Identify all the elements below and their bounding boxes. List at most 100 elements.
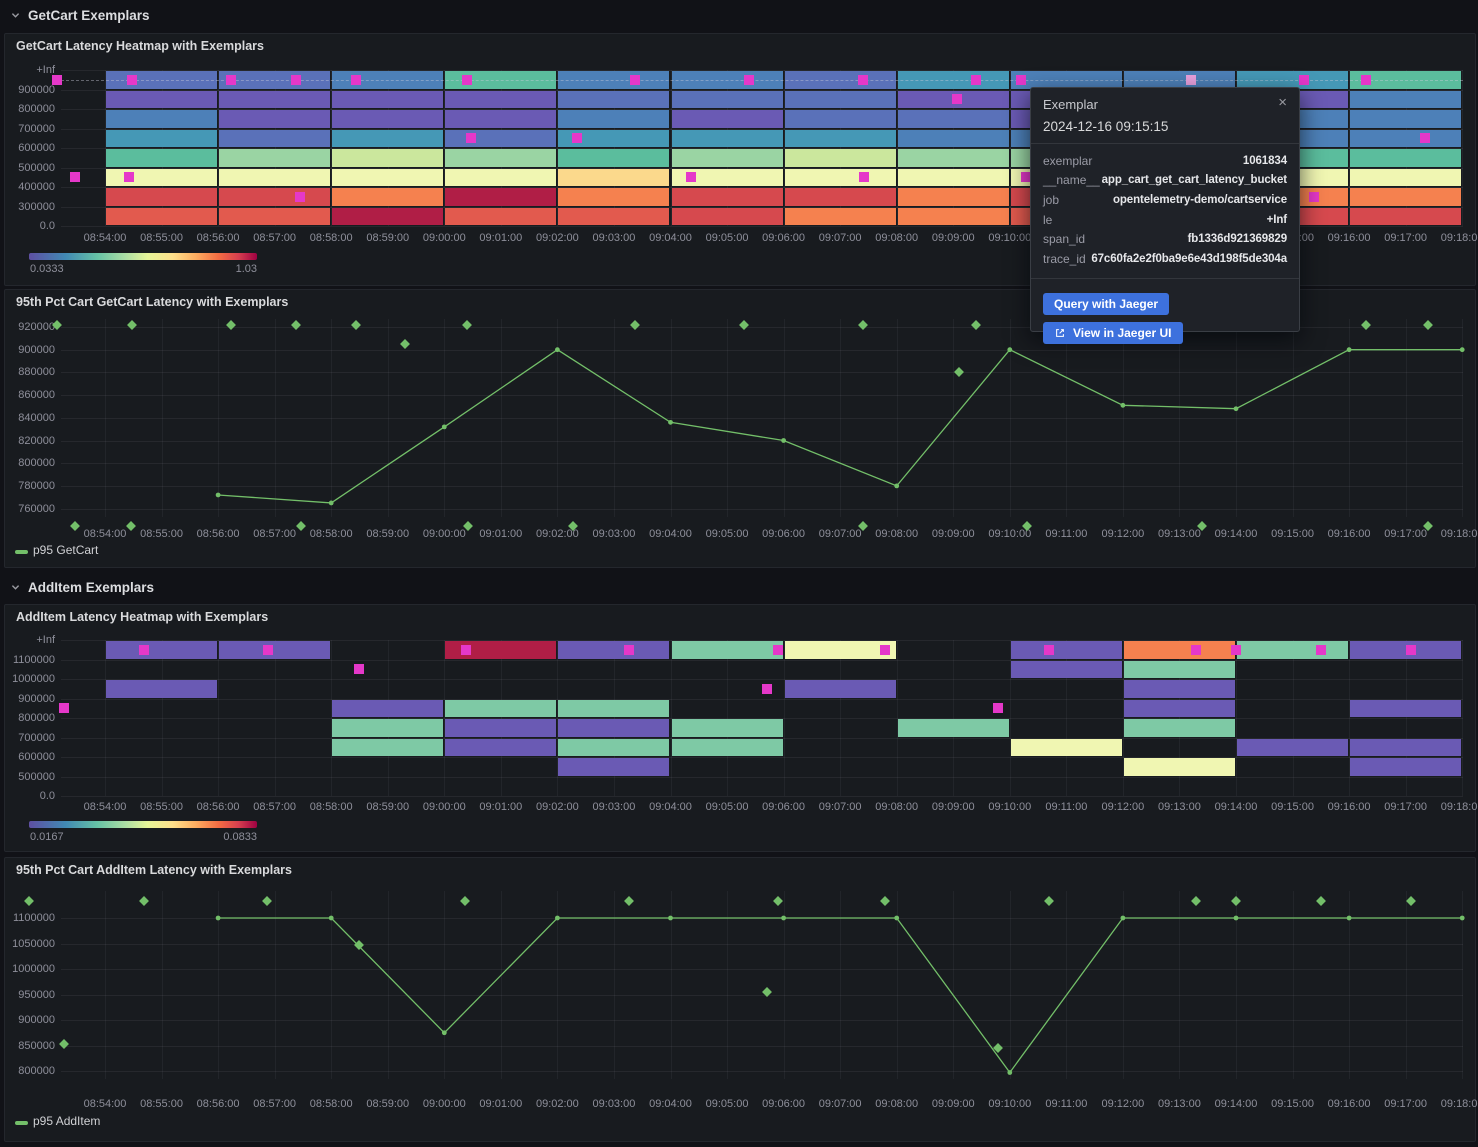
- heatmap-cell[interactable]: [445, 129, 557, 147]
- exemplar-marker[interactable]: [1420, 133, 1431, 144]
- heatmap-cell[interactable]: [558, 699, 670, 717]
- row-header-getcart[interactable]: GetCart Exemplars: [0, 0, 1478, 30]
- exemplar-marker[interactable]: [51, 74, 62, 85]
- heatmap-cell[interactable]: [445, 719, 557, 737]
- heatmap-cell[interactable]: [784, 71, 896, 89]
- heatmap-cell[interactable]: [1123, 641, 1235, 659]
- heatmap-cell[interactable]: [219, 149, 331, 167]
- heatmap-cell[interactable]: [445, 90, 557, 108]
- legend-label[interactable]: p95 AddItem: [33, 1114, 101, 1128]
- heatmap-cell[interactable]: [784, 641, 896, 659]
- exemplar-marker[interactable]: [1044, 644, 1055, 655]
- exemplar-marker[interactable]: [857, 74, 868, 85]
- heatmap-cell[interactable]: [1350, 207, 1462, 225]
- exemplar-marker[interactable]: [970, 74, 981, 85]
- heatmap-cell[interactable]: [897, 168, 1009, 186]
- heatmap-cell[interactable]: [445, 71, 557, 89]
- exemplar-marker[interactable]: [351, 74, 362, 85]
- heatmap-cell[interactable]: [106, 207, 218, 225]
- heatmap-cell[interactable]: [1350, 188, 1462, 206]
- heatmap-cell[interactable]: [106, 110, 218, 128]
- heatmap-cell[interactable]: [558, 168, 670, 186]
- heatmap-cell[interactable]: [106, 90, 218, 108]
- heatmap-cell[interactable]: [1350, 71, 1462, 89]
- heatmap-cell[interactable]: [671, 738, 783, 756]
- panel-title[interactable]: GetCart Latency Heatmap with Exemplars: [16, 39, 264, 53]
- heatmap-cell[interactable]: [671, 149, 783, 167]
- exemplar-marker[interactable]: [262, 644, 273, 655]
- heatmap-cell[interactable]: [219, 168, 331, 186]
- heatmap-cell[interactable]: [1237, 641, 1349, 659]
- exemplar-marker[interactable]: [139, 644, 150, 655]
- heatmap-cell[interactable]: [106, 641, 218, 659]
- heatmap-cell[interactable]: [332, 719, 444, 737]
- exemplar-marker[interactable]: [571, 133, 582, 144]
- heatmap-cell[interactable]: [558, 90, 670, 108]
- heatmap-cell[interactable]: [558, 110, 670, 128]
- heatmap-cell[interactable]: [1010, 738, 1122, 756]
- exemplar-marker[interactable]: [1315, 644, 1326, 655]
- heatmap-cell[interactable]: [332, 207, 444, 225]
- heatmap-cell[interactable]: [671, 207, 783, 225]
- heatmap-cell[interactable]: [219, 129, 331, 147]
- heatmap-cell[interactable]: [332, 149, 444, 167]
- heatmap-cell[interactable]: [1350, 90, 1462, 108]
- heatmap-cell[interactable]: [784, 90, 896, 108]
- heatmap-cell[interactable]: [897, 188, 1009, 206]
- legend-label[interactable]: p95 GetCart: [33, 543, 99, 557]
- heatmap-cell[interactable]: [671, 641, 783, 659]
- heatmap-cell[interactable]: [558, 641, 670, 659]
- heatmap-cell[interactable]: [445, 188, 557, 206]
- exemplar-marker[interactable]: [295, 191, 306, 202]
- heatmap-cell[interactable]: [1350, 110, 1462, 128]
- heatmap-cell[interactable]: [1010, 660, 1122, 678]
- heatmap-cell[interactable]: [445, 207, 557, 225]
- heatmap-cell[interactable]: [106, 188, 218, 206]
- heatmap-cell[interactable]: [784, 680, 896, 698]
- heatmap-cell[interactable]: [558, 149, 670, 167]
- heatmap-cell[interactable]: [445, 110, 557, 128]
- heatmap-cell[interactable]: [219, 188, 331, 206]
- panel-title[interactable]: 95th Pct Cart AddItem Latency with Exemp…: [16, 863, 293, 877]
- heatmap-cell[interactable]: [106, 129, 218, 147]
- exemplar-marker[interactable]: [70, 172, 81, 183]
- heatmap-cell[interactable]: [1237, 71, 1349, 89]
- heatmap-cell[interactable]: [106, 149, 218, 167]
- exemplar-marker[interactable]: [58, 703, 69, 714]
- heatmap-cell[interactable]: [671, 188, 783, 206]
- exemplar-marker[interactable]: [772, 644, 783, 655]
- exemplar-marker[interactable]: [1191, 644, 1202, 655]
- heatmap-cell[interactable]: [332, 110, 444, 128]
- close-icon[interactable]: ×: [1278, 94, 1287, 111]
- heatmap-cell[interactable]: [445, 641, 557, 659]
- heatmap-cell[interactable]: [219, 90, 331, 108]
- exemplar-marker[interactable]: [880, 644, 891, 655]
- exemplar-marker[interactable]: [743, 74, 754, 85]
- heatmap-cell[interactable]: [671, 110, 783, 128]
- query-with-jaeger-button[interactable]: Query with Jaeger: [1043, 292, 1170, 315]
- exemplar-marker[interactable]: [1298, 74, 1309, 85]
- heatmap-cell[interactable]: [558, 738, 670, 756]
- heatmap-cell[interactable]: [1123, 758, 1235, 776]
- view-in-jaeger-ui-button[interactable]: View in Jaeger UI: [1043, 321, 1183, 344]
- exemplar-marker[interactable]: [461, 644, 472, 655]
- exemplar-marker[interactable]: [123, 172, 134, 183]
- heatmap-cell[interactable]: [671, 168, 783, 186]
- heatmap-cell[interactable]: [1010, 641, 1122, 659]
- heatmap-cell[interactable]: [332, 168, 444, 186]
- heatmap-cell[interactable]: [445, 738, 557, 756]
- exemplar-marker[interactable]: [465, 133, 476, 144]
- heatmap-cell[interactable]: [1350, 168, 1462, 186]
- heatmap-cell[interactable]: [332, 188, 444, 206]
- heatmap-cell[interactable]: [332, 699, 444, 717]
- heatmap-cell[interactable]: [219, 71, 331, 89]
- heatmap-cell[interactable]: [1350, 149, 1462, 167]
- heatmap-cell[interactable]: [671, 90, 783, 108]
- heatmap-cell[interactable]: [1123, 719, 1235, 737]
- heatmap-cell[interactable]: [784, 149, 896, 167]
- exemplar-marker[interactable]: [624, 644, 635, 655]
- heatmap-cell[interactable]: [558, 719, 670, 737]
- heatmap-cell[interactable]: [897, 71, 1009, 89]
- exemplar-marker[interactable]: [952, 94, 963, 105]
- heatmap-cell[interactable]: [332, 129, 444, 147]
